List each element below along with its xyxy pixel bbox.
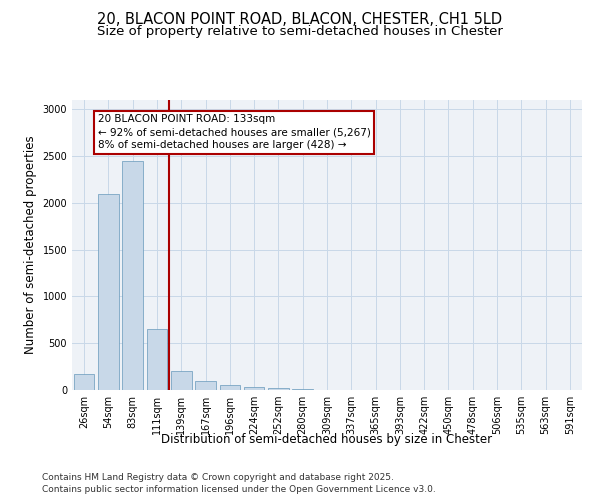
Bar (220, 385, 240, 390)
Bar (171, 372, 191, 390)
Bar (244, 386, 265, 390)
Text: 20 BLACON POINT ROAD: 133sqm
← 92% of semi-detached houses are smaller (5,267)
8: 20 BLACON POINT ROAD: 133sqm ← 92% of se… (97, 114, 370, 150)
Bar (292, 388, 313, 390)
Bar (98, 194, 119, 390)
Text: 20, BLACON POINT ROAD, BLACON, CHESTER, CH1 5LD: 20, BLACON POINT ROAD, BLACON, CHESTER, … (97, 12, 503, 28)
Text: Contains public sector information licensed under the Open Government Licence v3: Contains public sector information licen… (42, 485, 436, 494)
Text: Size of property relative to semi-detached houses in Chester: Size of property relative to semi-detach… (97, 25, 503, 38)
Bar (74, 374, 94, 390)
Text: Contains HM Land Registry data © Crown copyright and database right 2025.: Contains HM Land Registry data © Crown c… (42, 472, 394, 482)
Bar (122, 161, 143, 390)
Bar (146, 329, 167, 390)
Bar (268, 388, 289, 390)
Text: Distribution of semi-detached houses by size in Chester: Distribution of semi-detached houses by … (161, 432, 493, 446)
Bar (195, 380, 216, 390)
Y-axis label: Number of semi-detached properties: Number of semi-detached properties (24, 136, 37, 354)
